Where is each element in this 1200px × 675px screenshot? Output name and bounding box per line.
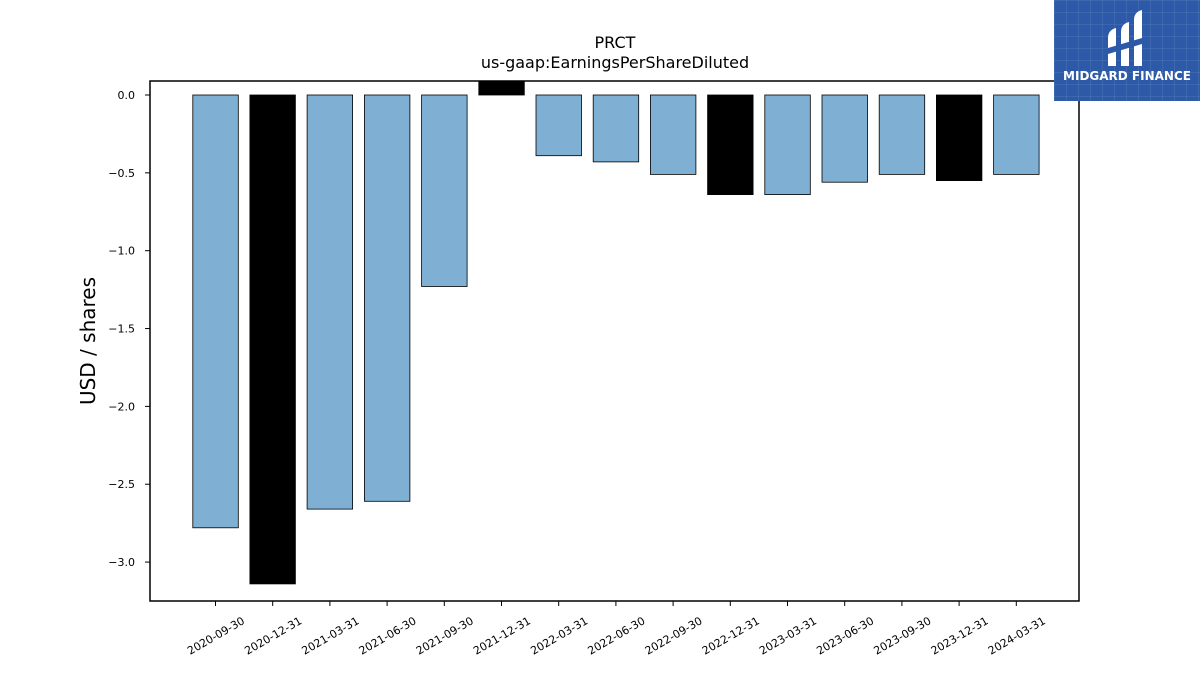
bars-group [192,80,1040,585]
bar-2022-09-30 [650,94,697,175]
y-tick-label: −2.0 [108,400,135,413]
bar-2021-12-31 [478,80,525,96]
x-tick-label: 2021-03-31 [300,614,362,657]
bar-2022-03-31 [535,94,582,157]
x-axis: 2020-09-302020-12-312021-03-312021-06-30… [185,601,1048,658]
y-tick-label: 0.0 [118,89,136,102]
bar-2020-12-31 [249,94,296,585]
bar-2021-09-30 [421,94,468,287]
y-tick-label: −1.5 [108,323,135,336]
bar-2022-06-30 [592,94,640,163]
x-tick-label: 2023-12-31 [929,614,991,657]
x-tick-label: 2024-03-31 [986,614,1048,657]
bar-2023-09-30 [878,94,926,175]
plot-frame [149,80,1080,602]
y-tick-label: −3.0 [108,556,135,569]
x-tick-label: 2022-03-31 [528,614,590,657]
brand-logo: MIDGARD FINANCE [1054,0,1200,101]
x-tick-label: 2022-12-31 [700,614,762,657]
x-tick-label: 2020-09-30 [185,614,247,657]
x-tick-label: 2022-09-30 [643,614,705,657]
x-tick-label: 2021-09-30 [414,614,476,657]
y-tick-label: −1.0 [108,245,135,258]
bar-2021-06-30 [363,94,411,502]
midgard-logo-icon [1108,10,1142,66]
y-tick-label: −0.5 [108,167,135,180]
chart-title: PRCT [595,33,636,52]
x-tick-label: 2023-09-30 [872,614,934,657]
y-axis: 0.0 −0.5 −1.0 −1.5 −2.0 −2.5 −3.0 [108,89,150,569]
y-axis-label: USD / shares [76,277,100,405]
x-tick-label: 2020-12-31 [242,614,304,657]
bar-2024-03-31 [993,94,1040,175]
x-tick-label: 2022-06-30 [586,614,648,657]
x-tick-label: 2021-06-30 [357,614,419,657]
x-tick-label: 2023-06-30 [814,614,876,657]
x-tick-label: 2023-03-31 [757,614,819,657]
bar-2023-06-30 [821,94,868,183]
bar-2023-03-31 [764,94,811,195]
x-tick-label: 2021-12-31 [471,614,533,657]
bar-2021-03-31 [306,94,354,510]
bar-2020-09-30 [192,94,239,529]
brand-name: MIDGARD FINANCE [1063,69,1191,83]
y-tick-label: −2.5 [108,478,135,491]
bar-2022-12-31 [707,94,754,195]
bar-2023-12-31 [936,94,983,181]
chart-subtitle: us-gaap:EarningsPerShareDiluted [481,53,749,72]
